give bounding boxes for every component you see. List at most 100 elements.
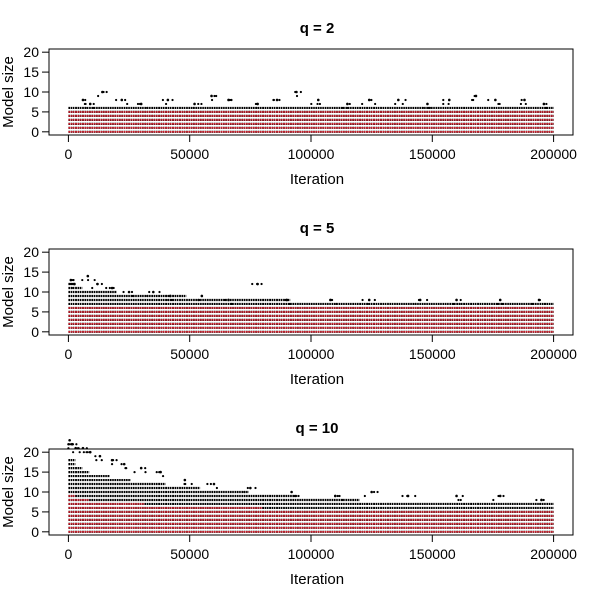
y-tick-label: 20 xyxy=(23,44,39,60)
data-points xyxy=(68,274,554,333)
data-point xyxy=(155,470,158,474)
data-point xyxy=(370,490,373,494)
y-tick-label: 0 xyxy=(31,124,39,140)
data-point xyxy=(442,98,445,102)
x-axis-label: Iteration xyxy=(290,371,344,388)
data-point xyxy=(374,102,377,106)
data-point xyxy=(286,298,289,302)
data-point xyxy=(102,90,105,94)
data-point xyxy=(124,467,127,470)
data-point xyxy=(164,102,168,106)
data-point xyxy=(316,102,319,106)
data-point xyxy=(425,298,429,302)
x-tick-label: 100000 xyxy=(288,546,335,562)
data-point xyxy=(110,463,114,466)
data-point xyxy=(373,298,376,302)
data-point xyxy=(95,459,98,462)
panel-3: q = 10 0 50000 100000 150000 200000 Iteration 0… xyxy=(0,420,577,588)
data-point xyxy=(81,278,84,282)
data-point xyxy=(524,102,527,106)
x-tick-label: 200000 xyxy=(530,146,577,162)
data-point xyxy=(496,302,499,306)
data-point xyxy=(417,298,421,302)
data-point xyxy=(120,98,124,102)
data-point xyxy=(227,298,230,302)
data-point xyxy=(457,498,460,502)
data-point xyxy=(251,282,254,286)
data-point xyxy=(70,442,74,446)
data-point xyxy=(170,298,173,302)
data-point xyxy=(230,98,233,102)
data-point xyxy=(260,282,263,286)
y-axis-label: Model size xyxy=(0,456,17,528)
y-tick-label: 10 xyxy=(23,484,39,500)
data-point xyxy=(69,282,72,286)
data-point xyxy=(96,282,99,286)
data-point xyxy=(363,494,366,498)
data-point xyxy=(88,102,92,106)
data-point xyxy=(427,106,430,110)
data-point xyxy=(73,282,76,286)
data-point xyxy=(130,290,134,294)
data-point xyxy=(100,282,103,286)
data-point xyxy=(310,102,313,106)
data-point xyxy=(67,443,70,446)
data-point xyxy=(498,494,502,498)
data-point xyxy=(190,482,193,486)
data-point xyxy=(458,302,461,306)
data-point xyxy=(341,106,345,110)
data-point xyxy=(71,282,74,286)
series-red-points xyxy=(68,307,554,333)
data-point xyxy=(272,98,276,102)
data-point xyxy=(455,494,458,498)
y-tick-label: 15 xyxy=(23,64,39,80)
data-point xyxy=(224,298,227,302)
data-point xyxy=(254,486,257,490)
data-point xyxy=(84,102,87,106)
plot-frame xyxy=(48,248,574,336)
data-point xyxy=(255,282,259,286)
data-point xyxy=(215,486,218,490)
x-tick-label: 150000 xyxy=(409,146,456,162)
panel-2: q = 5 0 50000 100000 150000 200000 Iteration 0 5… xyxy=(0,220,577,388)
plot-frame xyxy=(48,48,574,136)
data-point xyxy=(100,459,103,462)
data-point xyxy=(406,494,409,498)
data-point xyxy=(293,494,296,498)
data-point xyxy=(70,286,73,290)
y-tick-label: 10 xyxy=(23,284,39,300)
data-point xyxy=(108,286,111,290)
panel-1: q = 2 0 50000 100000 150000 200000 Iteration 0 5… xyxy=(0,20,577,188)
data-point xyxy=(124,98,127,102)
data-point xyxy=(144,470,147,474)
data-point xyxy=(284,298,287,302)
data-point xyxy=(122,290,125,294)
x-tick-label: 150000 xyxy=(409,346,456,362)
data-point xyxy=(452,302,455,306)
data-point xyxy=(94,455,97,458)
data-point xyxy=(333,494,337,498)
data-point xyxy=(502,494,505,498)
data-point xyxy=(288,302,291,306)
x-tick-label: 50000 xyxy=(170,146,209,162)
data-point xyxy=(459,298,462,302)
data-point xyxy=(84,98,87,102)
y-axis-label: Model size xyxy=(0,56,17,128)
data-point xyxy=(148,290,151,294)
data-point xyxy=(115,98,118,102)
y-tick-label: 5 xyxy=(31,304,39,320)
x-tick-label: 200000 xyxy=(530,346,577,362)
y-tick-label: 15 xyxy=(23,264,39,280)
data-point xyxy=(394,102,397,106)
data-point xyxy=(209,482,212,486)
chart-title: q = 2 xyxy=(300,20,335,37)
data-point xyxy=(500,302,503,306)
x-axis: 0 50000 100000 150000 200000 xyxy=(65,534,577,562)
data-point xyxy=(447,98,451,102)
data-point xyxy=(255,102,258,106)
data-point xyxy=(168,294,172,298)
x-tick-label: 50000 xyxy=(170,346,209,362)
data-point xyxy=(497,494,500,498)
